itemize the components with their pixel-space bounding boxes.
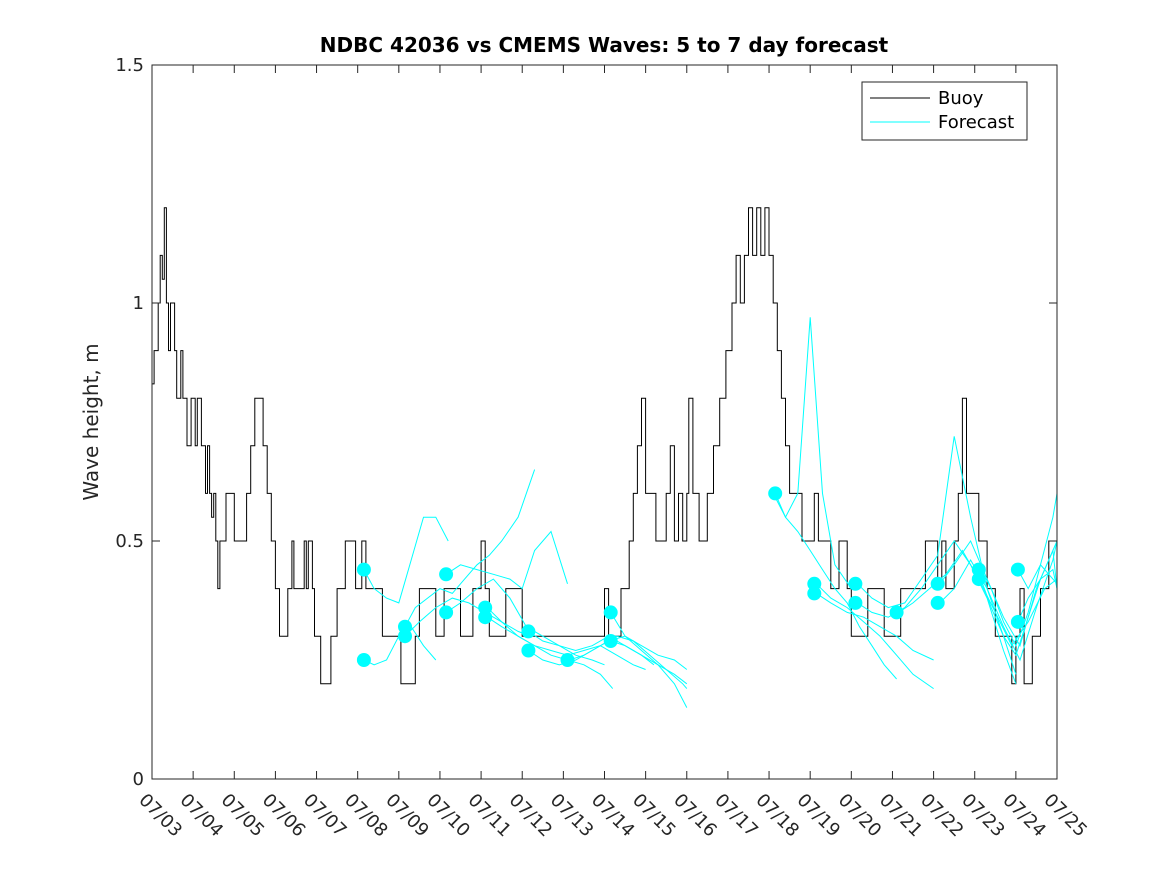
forecast-marker-10 bbox=[521, 643, 536, 658]
forecast-line-18 bbox=[857, 540, 1017, 684]
forecast-marker-16 bbox=[807, 586, 822, 601]
forecast-line-7 bbox=[486, 607, 614, 689]
forecast-line-1 bbox=[363, 516, 449, 604]
x-tick-label: 07/20 bbox=[834, 790, 886, 842]
x-tick-label: 07/04 bbox=[176, 790, 228, 842]
forecast-marker-9 bbox=[521, 624, 536, 639]
x-tick-label: 07/17 bbox=[710, 790, 762, 842]
x-tick-label: 07/24 bbox=[998, 790, 1050, 842]
forecast-marker-1 bbox=[356, 562, 371, 577]
forecast-line-5 bbox=[445, 530, 568, 590]
forecast-line-14 bbox=[774, 493, 897, 680]
forecast-line-11 bbox=[569, 635, 688, 689]
forecast-marker-12 bbox=[603, 605, 618, 620]
legend-forecast-label: Forecast bbox=[938, 112, 1014, 133]
x-tick-label: 07/03 bbox=[134, 790, 186, 842]
forecast-line-4 bbox=[404, 597, 531, 637]
forecast-marker-23 bbox=[971, 572, 986, 587]
forecast-line-23 bbox=[980, 548, 1058, 657]
x-tick-label: 07/05 bbox=[217, 790, 269, 842]
forecast-marker-19 bbox=[889, 605, 904, 620]
y-tick-label: 1.5 bbox=[115, 55, 144, 76]
forecast-line-17 bbox=[857, 436, 1017, 675]
forecast-line-3 bbox=[404, 469, 536, 627]
forecast-line-15 bbox=[816, 583, 934, 690]
x-tick-label: 07/09 bbox=[381, 790, 433, 842]
y-tick-label: 0 bbox=[133, 769, 144, 790]
forecast-line-16 bbox=[816, 592, 934, 661]
x-tick-label: 07/08 bbox=[340, 790, 392, 842]
x-tick-label: 07/15 bbox=[628, 790, 680, 842]
forecast-marker-14 bbox=[768, 486, 783, 501]
x-tick-label: 07/06 bbox=[258, 790, 310, 842]
x-tick-label: 07/07 bbox=[299, 790, 351, 842]
forecast-marker-6 bbox=[439, 605, 454, 620]
forecast-marker-11 bbox=[560, 653, 575, 667]
forecast-marker-7 bbox=[478, 600, 493, 615]
x-tick-label: 07/18 bbox=[752, 790, 804, 842]
forecast-marker-4 bbox=[398, 629, 412, 644]
x-tick-label: 07/10 bbox=[422, 790, 474, 842]
forecast-start-markers bbox=[356, 486, 1025, 667]
y-tick-label: 1 bbox=[133, 293, 144, 314]
forecast-line-22 bbox=[980, 493, 1058, 647]
legend-buoy-label: Buoy bbox=[938, 88, 984, 109]
forecast-marker-24 bbox=[1010, 562, 1025, 577]
forecast-line-13 bbox=[610, 640, 688, 685]
x-tick-label: 07/25 bbox=[1039, 790, 1091, 842]
forecast-marker-8 bbox=[478, 610, 493, 625]
forecast-marker-17 bbox=[848, 576, 863, 591]
chart-title: NDBC 42036 vs CMEMS Waves: 5 to 7 day fo… bbox=[320, 33, 889, 57]
x-tick-label: 07/21 bbox=[875, 790, 927, 842]
legend-box bbox=[861, 81, 1028, 141]
x-tick-label: 07/13 bbox=[546, 790, 598, 842]
y-axis-label: Wave height, m bbox=[79, 343, 103, 500]
forecast-line-25 bbox=[1017, 568, 1058, 623]
forecast-marker-18 bbox=[848, 595, 863, 610]
forecast-line-12 bbox=[610, 612, 688, 708]
forecast-marker-13 bbox=[603, 634, 618, 648]
x-tick-label: 07/11 bbox=[464, 790, 516, 842]
y-tick-label: 0.5 bbox=[115, 531, 144, 552]
x-tick-label: 07/19 bbox=[793, 790, 845, 842]
x-tick-label: 07/12 bbox=[505, 790, 557, 842]
x-tick-label: 07/14 bbox=[587, 790, 639, 842]
x-tick-label: 07/23 bbox=[957, 790, 1009, 842]
plot-area bbox=[152, 65, 1057, 779]
forecast-series bbox=[363, 317, 1058, 708]
forecast-marker-25 bbox=[1010, 614, 1025, 629]
x-tick-label: 07/22 bbox=[916, 790, 968, 842]
forecast-marker-20 bbox=[930, 576, 945, 591]
forecast-marker-15 bbox=[807, 576, 822, 591]
forecast-marker-21 bbox=[930, 595, 945, 610]
forecast-marker-2 bbox=[356, 653, 371, 667]
legend: Buoy Forecast bbox=[861, 81, 1028, 141]
x-tick-label: 07/16 bbox=[669, 790, 721, 842]
forecast-line-24 bbox=[1017, 563, 1058, 590]
forecast-line-21 bbox=[939, 540, 1058, 662]
forecast-line-26 bbox=[772, 317, 852, 589]
forecast-marker-5 bbox=[439, 567, 454, 582]
